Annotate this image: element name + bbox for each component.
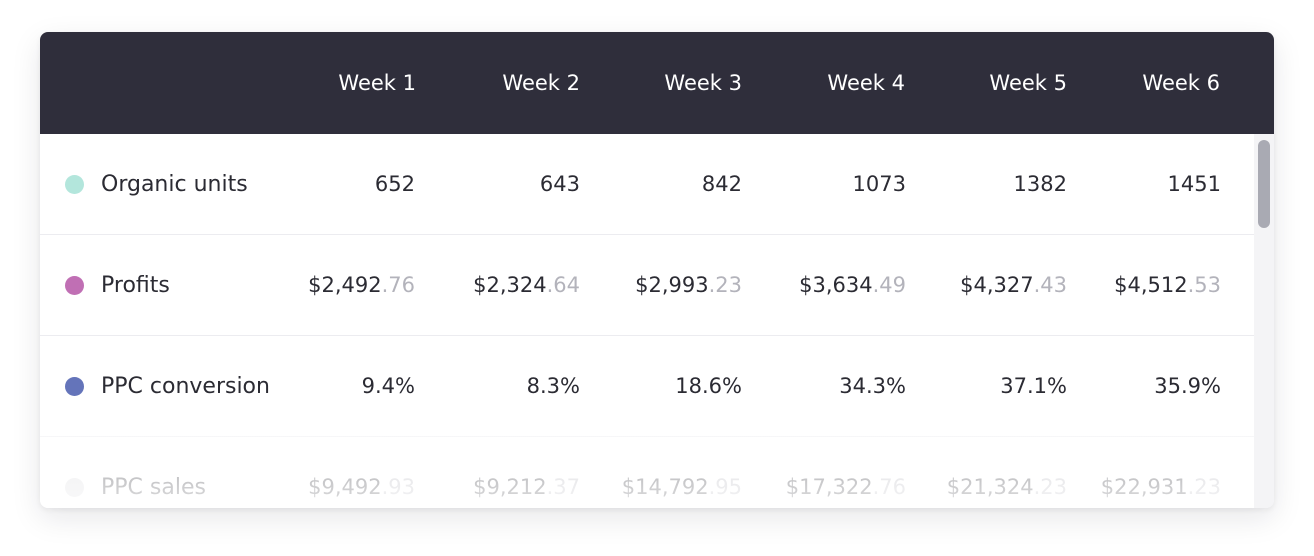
metrics-table-card: Week 1 Week 2 Week 3 Week 4 Week 5 Week … [40, 32, 1274, 508]
table-cell: 34.3% [839, 374, 906, 398]
table-row-profits[interactable]: Profits $2,492.76 $2,324.64 $2,993.23 $3… [40, 235, 1254, 336]
table-cell: $3,634.49 [799, 273, 906, 297]
vertical-scrollbar[interactable] [1254, 134, 1274, 508]
table-cell: 652 [374, 172, 415, 196]
table-cell: 1451 [1167, 172, 1221, 196]
table-cell: 1382 [1013, 172, 1067, 196]
table-cell: $2,324.64 [473, 273, 580, 297]
table-cell: 1073 [852, 172, 906, 196]
table-row-organic-units[interactable]: Organic units 652 643 842 1073 1382 1451 [40, 134, 1254, 235]
table-cell: 37.1% [1000, 374, 1067, 398]
table-cell: $4,512.53 [1114, 273, 1221, 297]
header-week-2: Week 2 [502, 71, 580, 95]
row-label: Organic units [101, 172, 248, 197]
header-week-3: Week 3 [664, 71, 742, 95]
series-color-dot [65, 478, 84, 497]
header-week-1: Week 1 [338, 71, 416, 95]
row-label: PPC conversion [101, 374, 270, 399]
header-week-6: Week 6 [1142, 71, 1220, 95]
table-cell: 643 [539, 172, 580, 196]
table-cell: $4,327.43 [960, 273, 1067, 297]
table-cell: $9,212.37 [473, 475, 580, 499]
table-cell: 9.4% [361, 374, 415, 398]
series-color-dot [65, 377, 84, 396]
table-cell: $22,931.23 [1100, 475, 1221, 499]
table-cell: 35.9% [1154, 374, 1221, 398]
table-header: Week 1 Week 2 Week 3 Week 4 Week 5 Week … [40, 32, 1274, 134]
table-row-ppc-conversion[interactable]: PPC conversion 9.4% 8.3% 18.6% 34.3% 37.… [40, 336, 1254, 437]
table-cell: 18.6% [675, 374, 742, 398]
header-week-4: Week 4 [827, 71, 905, 95]
table-cell: 842 [701, 172, 742, 196]
table-body[interactable]: Organic units 652 643 842 1073 1382 1451… [40, 134, 1254, 508]
table-cell: $14,792.95 [621, 475, 742, 499]
header-week-5: Week 5 [989, 71, 1067, 95]
table-cell: $21,324.23 [946, 475, 1067, 499]
row-label: PPC sales [101, 475, 206, 500]
table-cell: $2,492.76 [308, 273, 415, 297]
row-label: Profits [101, 273, 170, 298]
table-cell: $2,993.23 [635, 273, 742, 297]
table-cell: $9,492.93 [308, 475, 415, 499]
scrollbar-thumb[interactable] [1258, 140, 1270, 228]
table-cell: $17,322.76 [785, 475, 906, 499]
series-color-dot [65, 276, 84, 295]
series-color-dot [65, 175, 84, 194]
table-row-ppc-sales[interactable]: PPC sales $9,492.93 $9,212.37 $14,792.95… [40, 437, 1254, 508]
table-cell: 8.3% [526, 374, 580, 398]
